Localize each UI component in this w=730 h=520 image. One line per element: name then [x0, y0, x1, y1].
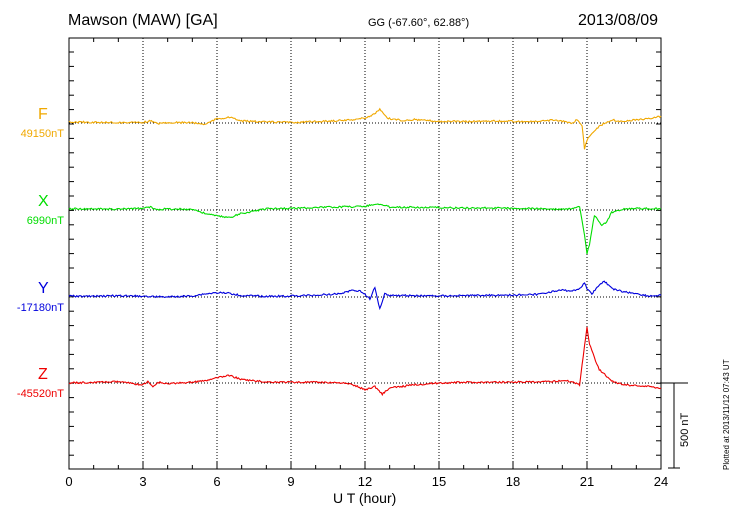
series-trace-y [68, 280, 662, 311]
series-baseline-y: -17180nT [16, 302, 64, 314]
series-baseline-f: 49150nT [20, 128, 64, 140]
series-name-f: F [38, 106, 48, 123]
plotted-timestamp: Plotted at 2013/11/12 07:43 UT [722, 359, 730, 470]
x-axis-label: U T (hour) [333, 490, 397, 506]
x-tick-label-18: 18 [506, 474, 520, 489]
station-title: Mawson (MAW) [GA] [68, 12, 218, 29]
x-tick-label-3: 3 [139, 474, 146, 489]
plot-date: 2013/08/09 [578, 12, 659, 29]
x-tick-label-6: 6 [213, 474, 220, 489]
series-baseline-z: -45520nT [16, 388, 64, 400]
series-name-y: Y [38, 280, 49, 297]
series-name-x: X [38, 193, 49, 210]
station-coordinates: GG (-67.60°, 62.88°) [368, 17, 470, 29]
series-baseline-x: 6990nT [26, 215, 64, 227]
x-tick-label-12: 12 [358, 474, 372, 489]
series-trace-x [68, 203, 662, 255]
series-trace-z [68, 326, 662, 397]
x-tick-label-15: 15 [432, 474, 446, 489]
scale-bar-label: 500 nT [679, 412, 691, 447]
x-tick-label-21: 21 [580, 474, 594, 489]
series-trace-f [68, 107, 662, 150]
series-name-z: Z [38, 366, 48, 383]
x-tick-label-9: 9 [287, 474, 294, 489]
x-tick-label-0: 0 [65, 474, 72, 489]
x-tick-label-24: 24 [654, 474, 668, 489]
